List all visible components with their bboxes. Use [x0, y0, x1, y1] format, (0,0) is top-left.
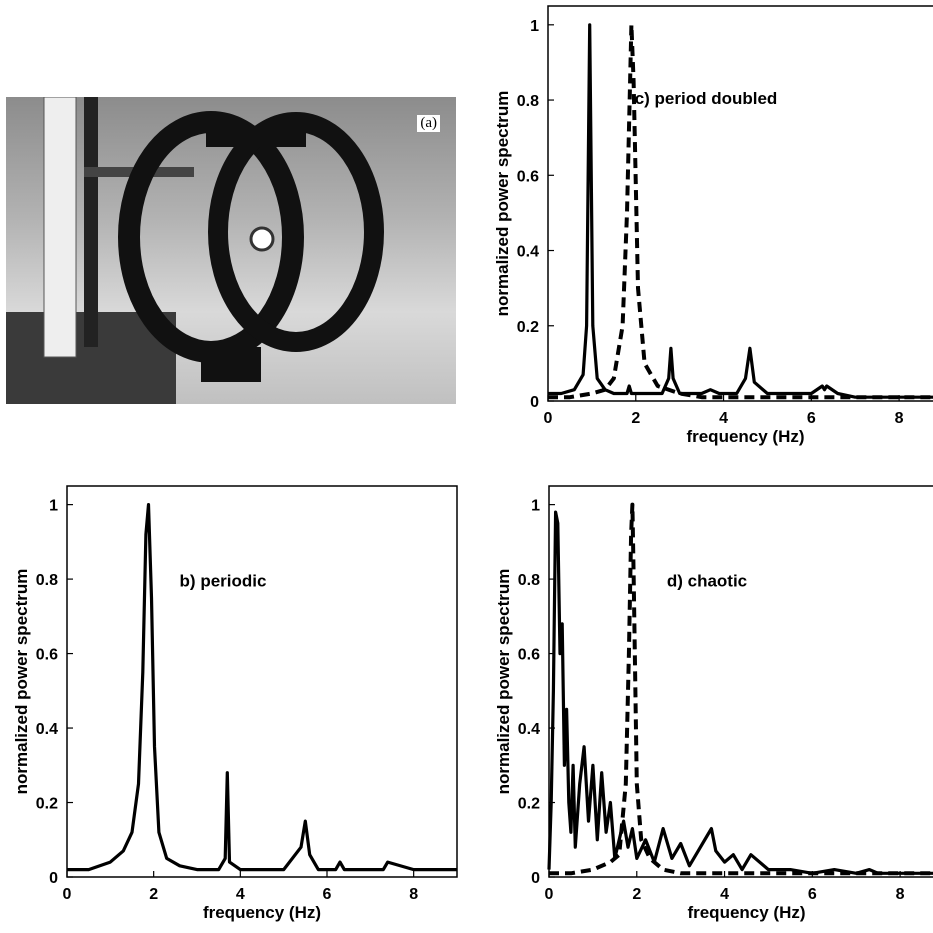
- chart-d-ytick-label: 0.8: [518, 572, 540, 589]
- chart-c-xtick-label: 2: [631, 410, 640, 427]
- chart-c-period-doubled: 0 2 4 6 8 0 0.2 0.4 0.6 0.8 1 frequency (Hz) normali…: [493, 5, 933, 446]
- chart-d-annotation: d) chaotic: [667, 572, 747, 591]
- chart-d-xtick-label: 6: [808, 886, 817, 903]
- chart-b-ytick-label: 0.2: [36, 796, 58, 813]
- chart-b-frame: [66, 485, 458, 878]
- chart-c-ytick-label: 0.6: [517, 168, 539, 185]
- chart-b-ylabel: normalized power spectrum: [12, 569, 31, 795]
- chart-b-ytick-label: 0.6: [36, 647, 58, 664]
- chart-c-ytick-label: 1: [530, 18, 539, 35]
- chart-c-xtick-label: 8: [895, 410, 904, 427]
- chart-c-ylabel: normalized power spectrum: [493, 91, 512, 317]
- chart-d-xtick-label: 0: [545, 886, 554, 903]
- chart-c-ytick-label: 0.4: [517, 244, 539, 261]
- chart-d-xtick-label: 2: [632, 886, 641, 903]
- chart-c-xtick-label: 0: [544, 410, 553, 427]
- apparatus-photo: (a): [6, 97, 456, 404]
- chart-d-ylabel: normalized power spectrum: [494, 569, 513, 795]
- chart-b-xtick-label: 2: [149, 886, 158, 903]
- chart-d-chaotic: 0 2 4 6 8 0 0.2 0.4 0.6 0.8 1 frequency (Hz) normali…: [494, 485, 933, 922]
- chart-c-xtick-label: 4: [719, 410, 728, 427]
- chart-b-xtick-label: 0: [63, 886, 72, 903]
- chart-b-periodic: 0 2 4 6 8 0 0.2 0.4 0.6 0.8 1 frequency (Hz) normali…: [12, 485, 458, 922]
- chart-c-annotation: c) period doubled: [635, 89, 778, 108]
- chart-c-ytick-label: 0.8: [517, 93, 539, 110]
- chart-d-series-dashed: [549, 502, 933, 876]
- chart-d-ytick-label: 0.2: [518, 796, 540, 813]
- chart-d-xlabel: frequency (Hz): [687, 903, 805, 922]
- chart-d-ytick-label: 0.6: [518, 647, 540, 664]
- chart-b-series-solid: [67, 503, 457, 872]
- chart-d-xtick-label: 4: [720, 886, 729, 903]
- chart-c-ytick-label: 0: [530, 394, 539, 411]
- chart-b-ytick-label: 0: [49, 870, 58, 887]
- chart-d-ytick-label: 0.4: [518, 721, 540, 738]
- chart-c-frame: [547, 5, 933, 402]
- chart-c-xlabel: frequency (Hz): [686, 427, 804, 446]
- chart-c-xtick-label: 6: [807, 410, 816, 427]
- chart-b-xlabel: frequency (Hz): [203, 903, 321, 922]
- chart-b-ytick-label: 0.4: [36, 721, 58, 738]
- chart-b-xtick-label: 4: [236, 886, 245, 903]
- chart-c-series-solid: [548, 23, 933, 399]
- chart-d-ytick-label: 1: [531, 498, 540, 515]
- chart-b-ytick-label: 1: [49, 498, 58, 515]
- chart-c-series-dashed: [548, 22, 933, 400]
- panel-a-label: (a): [417, 115, 440, 132]
- chart-d-xtick-label: 8: [896, 886, 905, 903]
- chart-b-xtick-label: 8: [409, 886, 418, 903]
- chart-c-ytick-label: 0.2: [517, 319, 539, 336]
- chart-b-ytick-label: 0.8: [36, 572, 58, 589]
- chart-b-xtick-label: 6: [323, 886, 332, 903]
- chart-b-annotation: b) periodic: [180, 572, 267, 591]
- chart-d-ytick-label: 0: [531, 870, 540, 887]
- chart-d-frame: [548, 485, 933, 878]
- apparatus-illustration: [6, 97, 384, 404]
- chart-d-series-solid: [547, 510, 933, 875]
